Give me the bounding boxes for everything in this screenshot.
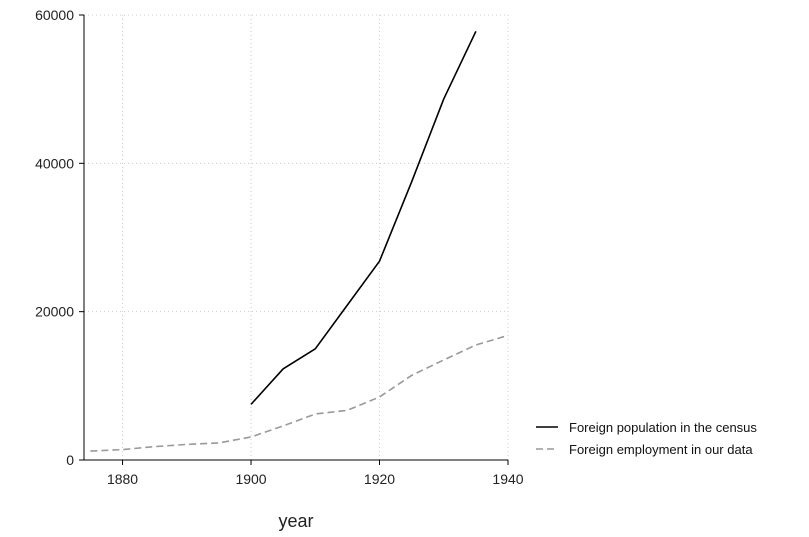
y-tick-label: 20000 <box>35 304 74 320</box>
x-tick-label: 1880 <box>107 471 138 487</box>
series-line-data-employment <box>90 334 509 452</box>
y-tick-label: 40000 <box>35 155 74 171</box>
grid-lines <box>84 14 509 461</box>
legend-label: Foreign population in the census <box>569 420 757 435</box>
x-tick-label: 1940 <box>492 471 523 487</box>
series-layer <box>90 30 509 452</box>
legend: Foreign population in the census Foreign … <box>536 420 757 457</box>
legend-label: Foreign employment in our data <box>569 442 753 457</box>
y-tick-label: 0 <box>66 452 74 468</box>
series-line-census-population <box>250 30 477 405</box>
axes <box>83 15 508 461</box>
y-axis-ticks: 0 20000 40000 60000 <box>35 7 84 468</box>
x-tick-label: 1920 <box>364 471 395 487</box>
y-tick-label: 60000 <box>35 7 74 23</box>
x-axis-ticks: 1880 1900 1920 1940 <box>107 460 524 487</box>
x-tick-label: 1900 <box>235 471 266 487</box>
x-axis-title: year <box>278 511 313 531</box>
